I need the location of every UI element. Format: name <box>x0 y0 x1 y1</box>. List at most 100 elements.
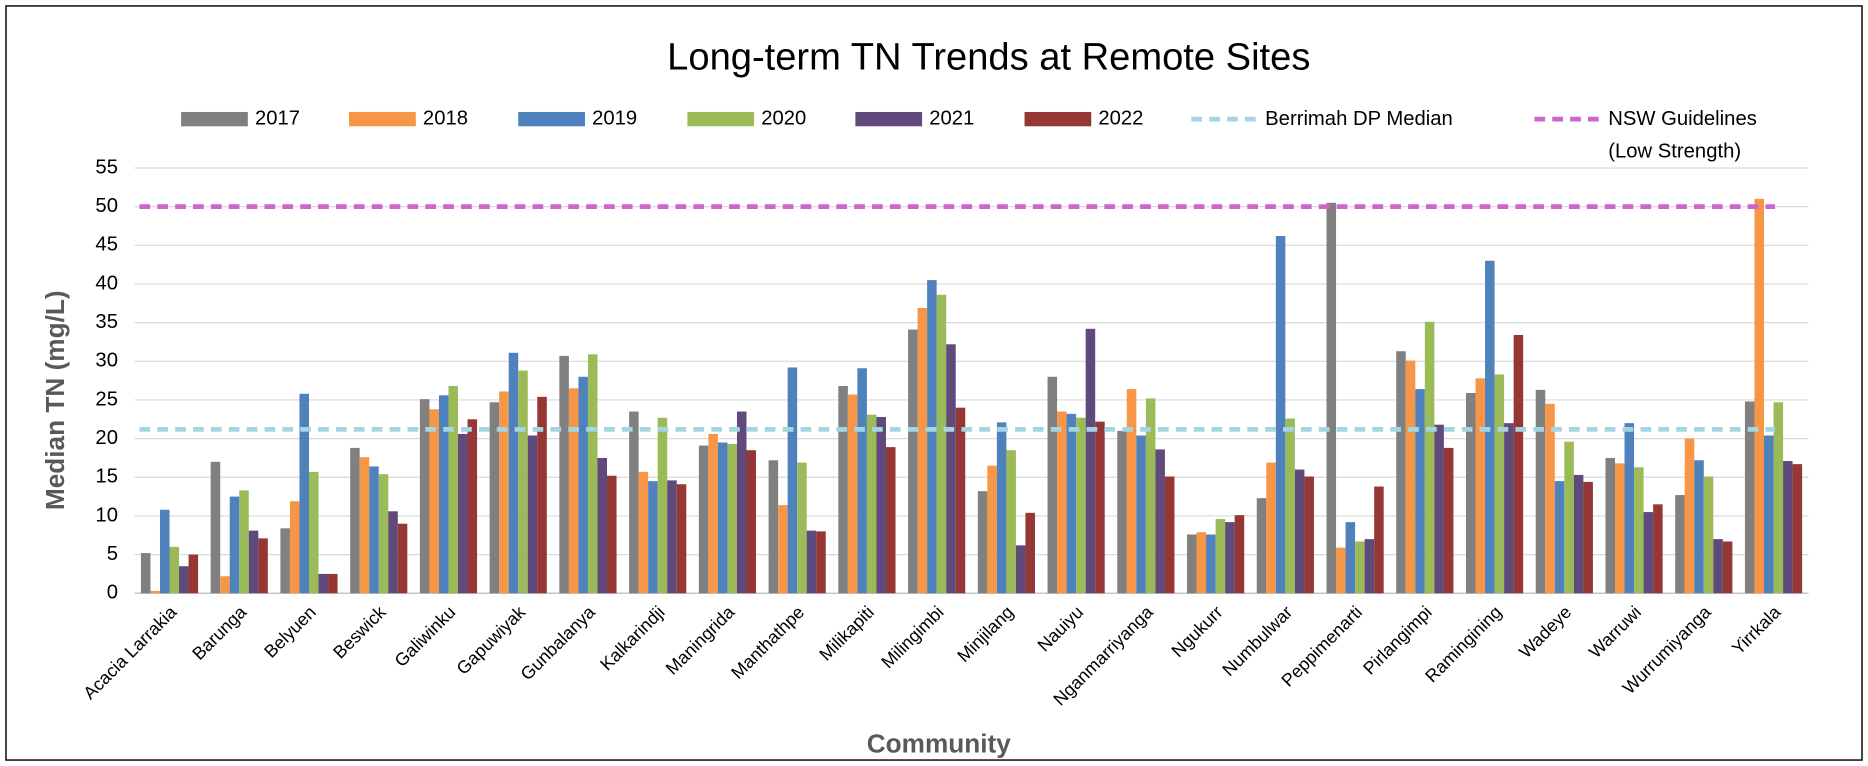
bar <box>1304 476 1314 594</box>
legend-swatch <box>349 111 416 127</box>
bar <box>1336 547 1346 594</box>
bar <box>568 388 579 594</box>
bar <box>1326 202 1337 594</box>
y-tick-label: 5 <box>107 543 118 565</box>
bar <box>1545 403 1555 594</box>
bar <box>698 445 709 594</box>
bar <box>587 354 598 594</box>
bar <box>987 465 997 594</box>
bar <box>857 368 867 594</box>
bar <box>1415 389 1425 594</box>
bar <box>220 576 230 594</box>
bar <box>648 481 658 594</box>
bar <box>1713 539 1723 594</box>
bar <box>1396 351 1406 594</box>
bar <box>448 386 459 594</box>
bar <box>499 391 509 594</box>
bar <box>778 505 788 594</box>
bar <box>629 411 639 594</box>
bar <box>946 344 956 594</box>
bar <box>816 531 826 594</box>
legend-swatch <box>181 111 248 127</box>
bar <box>1076 417 1086 594</box>
bar <box>936 294 947 594</box>
bar <box>280 528 290 594</box>
bar <box>518 370 528 594</box>
bar <box>1634 467 1644 594</box>
bar <box>597 457 608 594</box>
bar <box>248 530 259 594</box>
bar <box>559 355 569 594</box>
bar <box>708 433 718 594</box>
bar <box>1675 495 1685 594</box>
legend-label: 2017 <box>255 107 300 129</box>
bar <box>797 462 807 594</box>
y-tick-label: 20 <box>95 427 118 449</box>
y-tick-label: 55 <box>95 156 118 178</box>
bar <box>258 538 268 594</box>
bar <box>140 553 151 594</box>
bar <box>467 419 478 594</box>
bar <box>1345 522 1356 594</box>
bar <box>318 573 329 594</box>
bar <box>1694 460 1704 594</box>
bar <box>847 394 858 594</box>
bar <box>607 475 617 594</box>
bar <box>1294 469 1305 594</box>
bar <box>458 433 468 594</box>
bar <box>1792 464 1803 594</box>
bar <box>1764 435 1774 594</box>
bar <box>1624 423 1635 594</box>
bar <box>1754 198 1765 594</box>
bar <box>308 471 319 594</box>
bar <box>388 511 398 594</box>
bar <box>397 523 408 594</box>
bar <box>578 376 588 594</box>
bar <box>1405 360 1416 594</box>
bar <box>1554 481 1565 594</box>
y-tick-label: 35 <box>95 311 118 333</box>
bar <box>429 409 439 594</box>
bar <box>676 484 687 594</box>
bar <box>908 329 918 594</box>
bar <box>1126 389 1137 594</box>
bar <box>717 442 728 594</box>
bar <box>1703 476 1714 594</box>
bar <box>1722 541 1733 594</box>
bar <box>210 461 221 594</box>
chart-title: Long-term TN Trends at Remote Sites <box>667 36 1310 79</box>
legend-label: 2019 <box>592 107 637 129</box>
bar <box>229 496 240 594</box>
bar <box>1066 413 1077 594</box>
bar <box>1136 435 1146 594</box>
legend-label: Berrimah DP Median <box>1265 107 1453 130</box>
y-tick-label: 30 <box>95 350 118 372</box>
bar <box>1025 512 1035 594</box>
bar <box>489 402 500 594</box>
legend-label: 2022 <box>1098 107 1143 129</box>
bar <box>1564 441 1574 594</box>
y-tick-label: 10 <box>95 504 118 526</box>
bar <box>508 352 519 594</box>
legend-label: NSW Guidelines (Low Strength) <box>1608 107 1757 163</box>
bar <box>299 393 309 594</box>
bar <box>876 416 886 594</box>
bar <box>1015 545 1026 594</box>
bar <box>527 435 538 594</box>
bar <box>1513 334 1524 594</box>
bar <box>169 546 180 594</box>
bar <box>1275 236 1286 594</box>
bar <box>787 367 798 594</box>
bar <box>1234 515 1245 594</box>
bar <box>369 466 379 594</box>
bar <box>350 447 360 594</box>
bar <box>768 460 779 594</box>
bar <box>1057 411 1067 594</box>
bar <box>657 417 668 594</box>
bar <box>159 509 170 594</box>
legend-label: 2018 <box>423 107 468 129</box>
bar <box>1605 457 1615 594</box>
bar <box>1187 534 1197 594</box>
legend-label: 2020 <box>761 107 806 129</box>
bar <box>977 491 988 594</box>
